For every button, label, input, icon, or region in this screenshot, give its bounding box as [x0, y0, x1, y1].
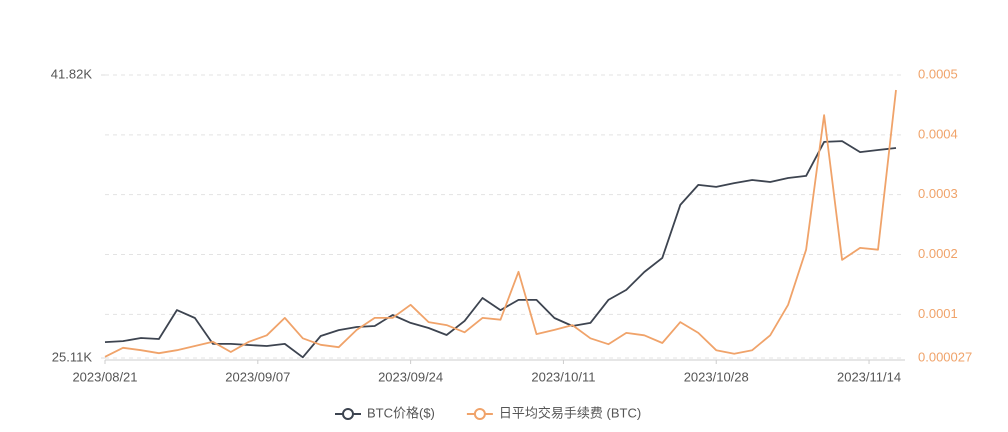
series-line [104, 140, 897, 359]
y2-tick-label: 0.0003 [918, 186, 958, 201]
x-tick-label: 2023/09/07 [225, 369, 290, 384]
x-tick-label: 2023/10/11 [531, 369, 595, 384]
legend-label: 日平均交易手续费 (BTC) [499, 405, 641, 420]
legend-marker [473, 408, 486, 420]
legend-label: BTC价格($) [367, 405, 435, 420]
y-tick-label: 25.11K [52, 349, 93, 364]
x-tick-label: 2023/10/28 [684, 369, 749, 384]
y2-tick-label: 0.0005 [918, 66, 958, 81]
y2-tick-label: 0.0001 [918, 306, 958, 321]
x-tick-label: 2023/09/24 [378, 369, 443, 384]
legend-item: BTC价格($) [335, 405, 435, 420]
legend-item: 日平均交易手续费 (BTC) [466, 405, 641, 420]
series-line [104, 89, 897, 358]
y2-tick-label: 0.000027 [918, 349, 972, 364]
y-tick-label: 41.82K [51, 66, 93, 81]
y2-tick-label: 0.0002 [918, 246, 958, 261]
legend-marker [342, 408, 354, 420]
x-tick-label: 2023/08/21 [72, 369, 137, 384]
y2-tick-label: 0.0004 [918, 126, 958, 141]
x-tick-label: 2023/11/14 [837, 369, 901, 384]
